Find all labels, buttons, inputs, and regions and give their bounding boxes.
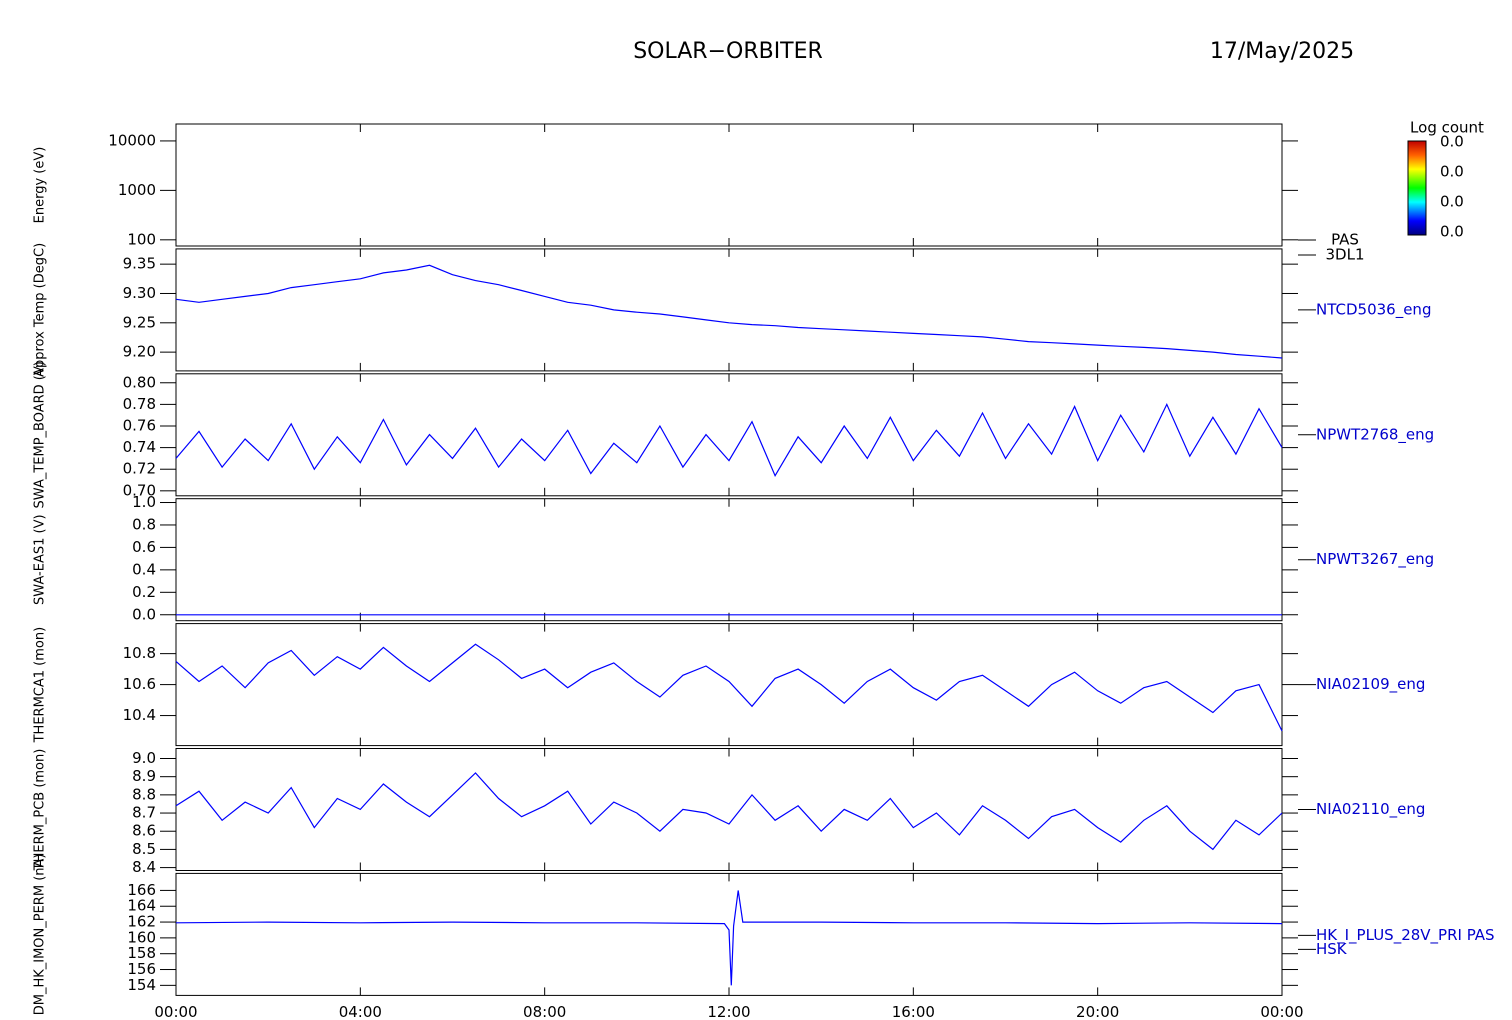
y-tick-label: 0.70 <box>123 481 156 499</box>
y-tick-label: 10000 <box>108 131 156 149</box>
y-tick-label: 9.30 <box>123 284 156 302</box>
y-tick-label: 0.4 <box>132 560 156 578</box>
series-label: NPWT3267_eng <box>1316 550 1434 569</box>
y-axis-label: THERMCA1 (mon) <box>33 627 48 744</box>
y-tick-label: 8.5 <box>132 840 156 858</box>
x-tick-label: 08:00 <box>523 1003 566 1020</box>
y-axis-label: Approx Temp (DegC) <box>33 243 48 377</box>
y-tick-label: 166 <box>127 881 156 899</box>
series-label: NIA02109_eng <box>1316 675 1425 694</box>
y-tick-label: 0.74 <box>123 438 156 456</box>
y-tick-label: 164 <box>127 897 156 915</box>
y-tick-label: 10.8 <box>123 644 156 662</box>
y-tick-label: 156 <box>127 960 156 978</box>
x-tick-label: 12:00 <box>707 1003 750 1020</box>
date: 17/May/2025 <box>1210 39 1354 64</box>
y-tick-label: 9.20 <box>123 343 156 361</box>
x-tick-label: 00:00 <box>1260 1003 1303 1020</box>
title: SOLAR−ORBITER <box>633 39 823 64</box>
series-label: NPWT2768_eng <box>1316 425 1434 444</box>
panel-frame <box>175 123 1283 247</box>
series-label: PAS <box>1331 231 1359 249</box>
colorbar-tick-label: 0.0 <box>1440 223 1464 241</box>
series-label: HSK <box>1316 940 1348 958</box>
y-tick-label: 0.8 <box>132 515 156 533</box>
y-tick-label: 154 <box>127 976 156 994</box>
y-tick-label: 1000 <box>118 181 156 199</box>
panel-frame <box>175 373 1283 497</box>
y-tick-label: 10.4 <box>123 706 156 724</box>
y-tick-label: 0.72 <box>123 460 156 478</box>
y-tick-label: 8.8 <box>132 785 156 803</box>
x-tick-label: 04:00 <box>339 1003 382 1020</box>
y-tick-label: 162 <box>127 913 156 931</box>
y-tick-label: 0.76 <box>123 416 156 434</box>
y-tick-label: 100 <box>127 230 156 248</box>
y-tick-label: 160 <box>127 928 156 946</box>
x-tick-label: 16:00 <box>892 1003 935 1020</box>
series-label: HK_I_PLUS_28V_PRI PAS <box>1316 926 1495 945</box>
panel-frame <box>175 248 1283 372</box>
y-tick-label: 1.0 <box>132 493 156 511</box>
y-tick-label: 0.6 <box>132 538 156 556</box>
y-axis-label: SWA_TEMP_BOARD (V) <box>33 361 48 508</box>
series-line <box>175 890 1283 986</box>
colorbar <box>1407 140 1427 236</box>
y-axis-label: SWA-EAS1 (V) <box>33 514 48 605</box>
colorbar-tick-label: 0.0 <box>1440 133 1464 151</box>
colorbar-label: Log count <box>1410 119 1484 137</box>
y-tick-label: 0.2 <box>132 583 156 601</box>
y-tick-label: 158 <box>127 944 156 962</box>
series-label: 3DL1 <box>1326 246 1365 264</box>
series-line <box>175 772 1283 851</box>
y-tick-label: 8.7 <box>132 804 156 822</box>
y-tick-label: 0.78 <box>123 395 156 413</box>
series-label: NTCD5036_eng <box>1316 300 1431 319</box>
panel-frame <box>175 498 1283 622</box>
x-tick-label: 20:00 <box>1076 1003 1119 1020</box>
series-line <box>175 264 1283 359</box>
y-axis-label: DM_HK_IMON_PERM (nA) <box>33 854 48 1016</box>
y-tick-label: 10.6 <box>123 675 156 693</box>
x-tick-label: 00:00 <box>154 1003 197 1020</box>
colorbar-tick-label: 0.0 <box>1440 193 1464 211</box>
panel-frame <box>175 623 1283 747</box>
colorbar-tick-label: 0.0 <box>1440 163 1464 181</box>
panel-frame <box>175 748 1283 871</box>
y-tick-label: 9.25 <box>123 313 156 331</box>
y-tick-label: 8.4 <box>132 858 156 876</box>
series-label: NIA02110_eng <box>1316 800 1425 819</box>
y-tick-label: 8.9 <box>132 767 156 785</box>
series-line <box>175 643 1283 732</box>
y-tick-label: 0.80 <box>123 373 156 391</box>
y-axis-label: Energy (eV) <box>33 147 48 224</box>
y-tick-label: 0.0 <box>132 605 156 623</box>
y-axis-label: THERM_PCB (mon) <box>33 749 48 872</box>
y-tick-label: 8.6 <box>132 822 156 840</box>
y-tick-label: 9.0 <box>132 749 156 767</box>
y-tick-label: 9.35 <box>123 255 156 273</box>
series-line <box>175 402 1283 478</box>
